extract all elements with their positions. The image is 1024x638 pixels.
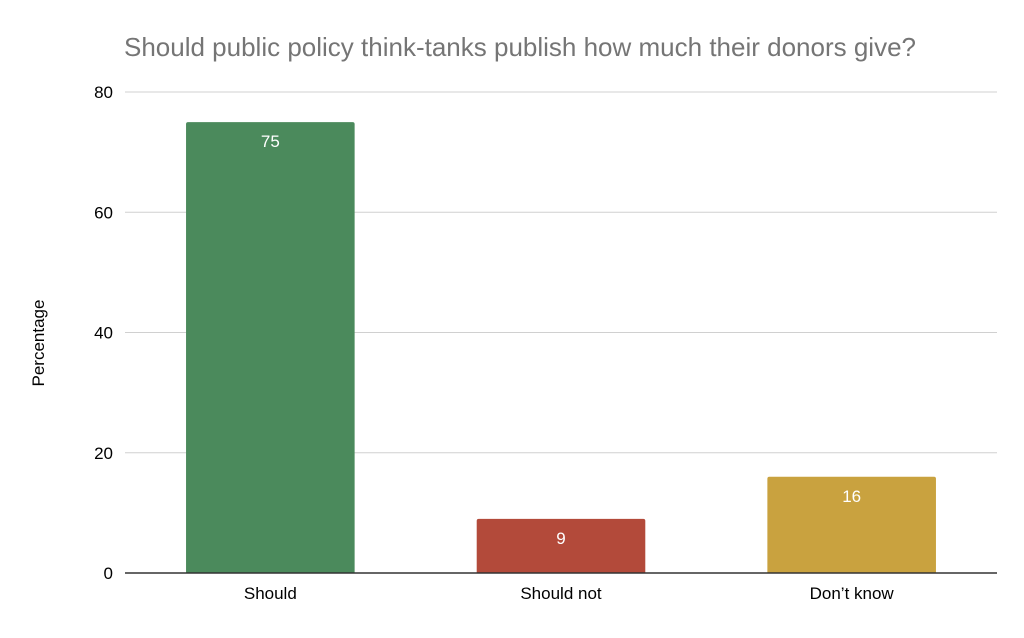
bar-should — [186, 122, 355, 573]
y-tick-label: 20 — [94, 444, 113, 463]
bar-don-t-know — [767, 476, 936, 573]
data-label: 16 — [842, 487, 861, 506]
y-tick-label: 0 — [104, 564, 113, 583]
chart-title: Should public policy think-tanks publish… — [124, 32, 916, 62]
x-axis-ticks: Should Should not Don’t know — [244, 584, 895, 603]
y-tick-label: 80 — [94, 83, 113, 102]
x-tick-label: Don’t know — [810, 584, 895, 603]
y-tick-label: 40 — [94, 324, 113, 343]
data-label: 9 — [556, 529, 565, 548]
bar-should-not — [476, 518, 646, 573]
y-axis-ticks: 0 20 40 60 80 — [94, 83, 113, 583]
x-tick-label: Should — [244, 584, 297, 603]
data-label: 75 — [261, 132, 280, 151]
y-axis-label: Percentage — [29, 300, 48, 387]
bars: 75 9 16 — [186, 122, 936, 573]
x-tick-label: Should not — [520, 584, 602, 603]
y-tick-label: 60 — [94, 203, 113, 222]
